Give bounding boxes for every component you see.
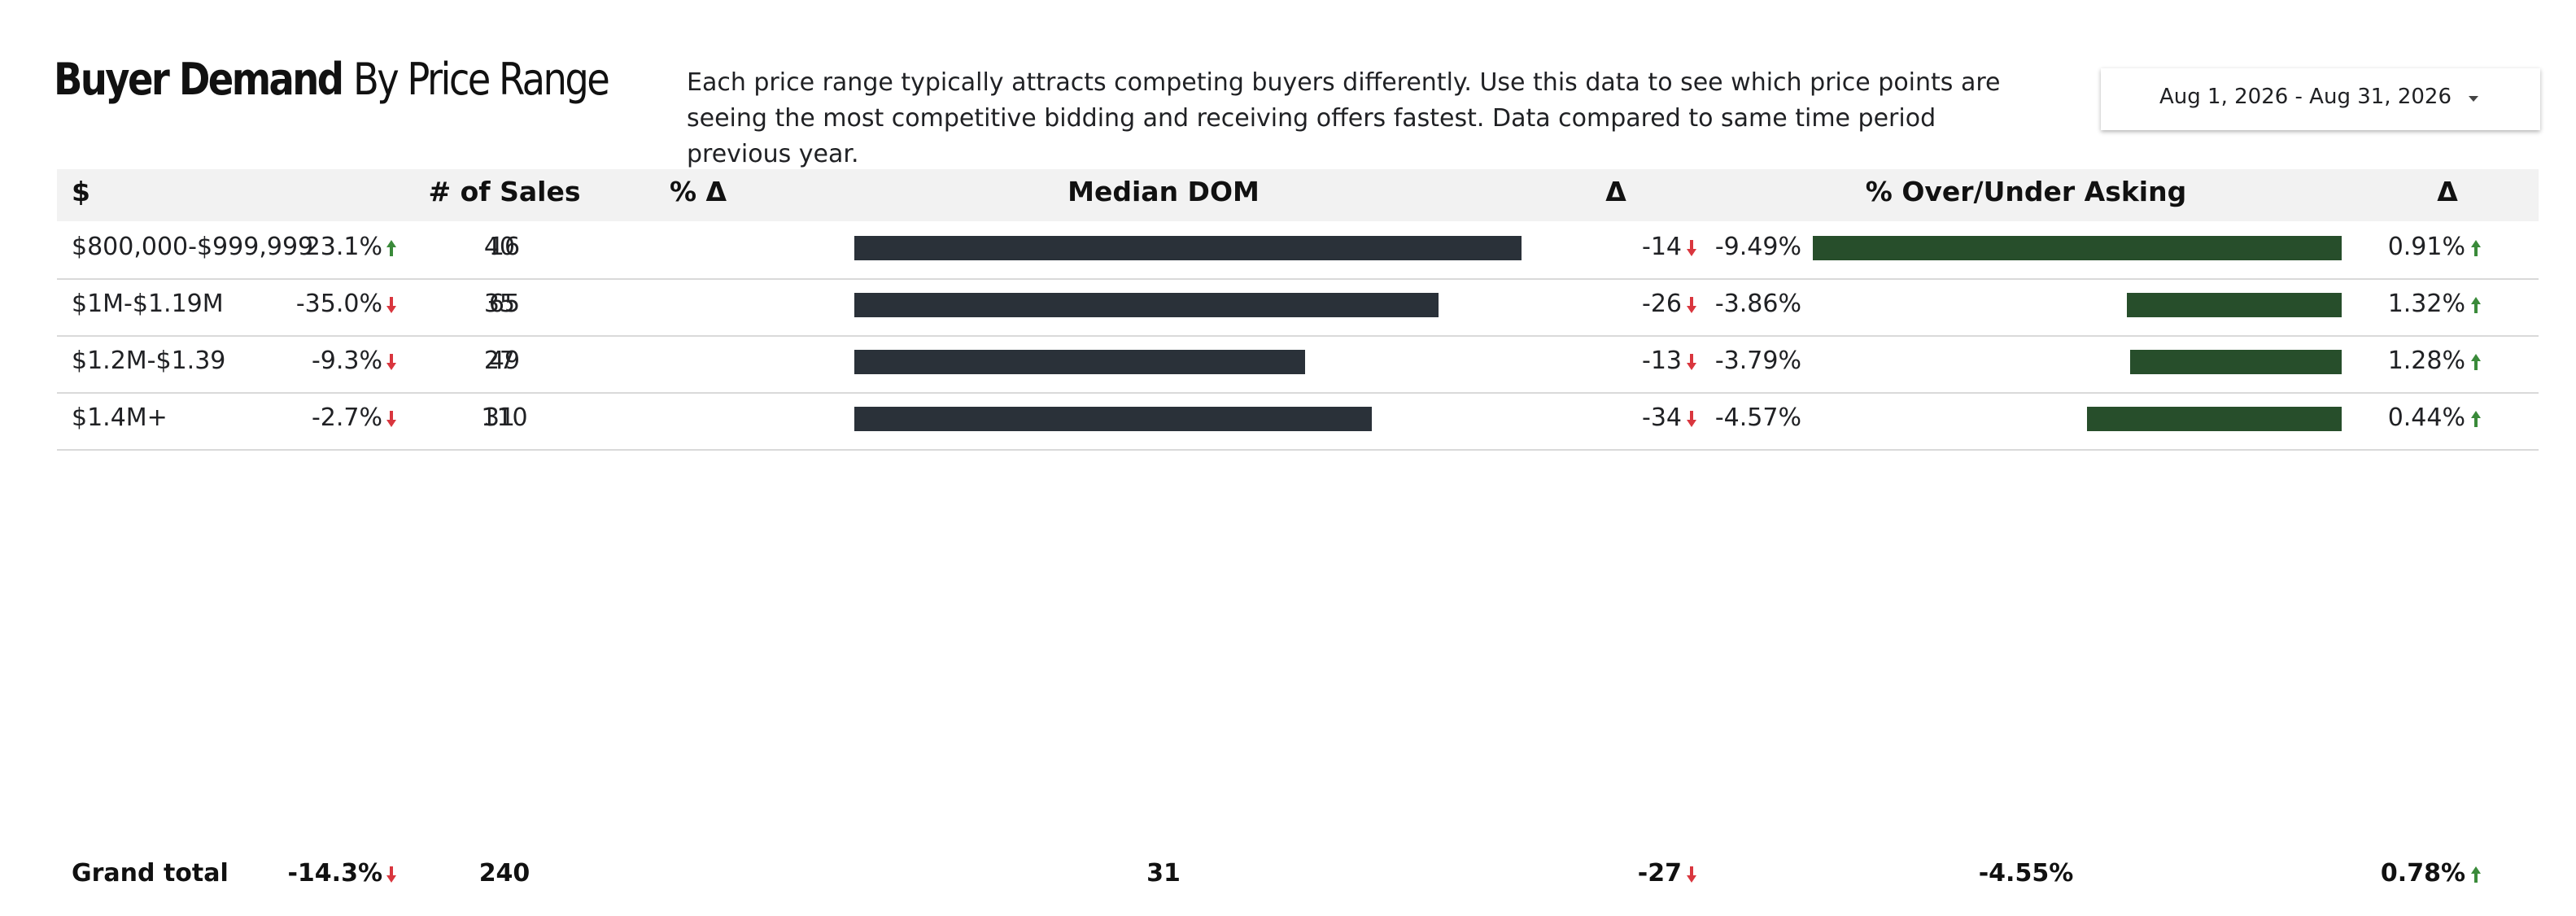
over-under-bar — [1813, 236, 2342, 260]
up-arrow-icon — [2470, 239, 2482, 257]
up-arrow-icon — [386, 239, 397, 257]
median-dom-value: 31 — [483, 403, 515, 432]
median-dom-value: 27 — [483, 347, 515, 375]
up-arrow-icon — [2470, 296, 2482, 314]
page-title-light: By Price Range — [353, 54, 610, 105]
dom-delta-cell: -14 — [1642, 233, 1682, 261]
price-range-cell: $1M-$1.19M — [72, 290, 224, 318]
down-arrow-icon — [1686, 353, 1697, 371]
table-row[interactable]: $1.4M+ 110 -2.7% 31 -34 -4.57% 0.44% — [57, 392, 2539, 451]
header-pct-delta[interactable]: % Δ — [669, 176, 727, 207]
sales-cell: 110 — [481, 403, 528, 432]
header-over-delta[interactable]: Δ — [2437, 176, 2458, 207]
pct-delta-cell: 23.1% — [304, 233, 382, 261]
price-range-cell: $1.4M+ — [72, 403, 168, 432]
date-range-picker[interactable]: Aug 1, 2026 - Aug 31, 2026 — [2101, 68, 2540, 130]
sales-cell: 65 — [488, 290, 521, 318]
header-sales[interactable]: # of Sales — [428, 176, 581, 207]
up-arrow-icon — [2470, 353, 2482, 371]
over-delta-cell: 0.44% — [2387, 403, 2465, 432]
pct-delta-cell: -9.3% — [311, 347, 382, 375]
dom-delta-cell: -13 — [1642, 347, 1682, 375]
down-arrow-icon — [1686, 296, 1697, 314]
header-price-range[interactable]: $ — [72, 176, 90, 207]
up-arrow-icon — [2470, 866, 2482, 883]
over-under-value: -3.79% — [1714, 347, 1801, 375]
median-dom-bar — [854, 407, 1372, 431]
price-range-cell: $1.2M-$1.39 — [72, 347, 226, 375]
grand-total-label: Grand total — [72, 859, 229, 888]
caret-down-icon[interactable] — [2469, 96, 2478, 102]
median-dom-bar — [854, 350, 1305, 374]
over-under-bar — [2087, 407, 2342, 431]
grand-total-dom: 31 — [1146, 859, 1181, 888]
page-title: Buyer Demand By Price Range — [54, 47, 610, 112]
over-under-value: -3.86% — [1714, 290, 1801, 318]
table-header: $ # of Sales % Δ Median DOM Δ % Over/Und… — [57, 169, 2539, 221]
down-arrow-icon — [1686, 866, 1697, 883]
over-delta-cell: 1.32% — [2387, 290, 2465, 318]
down-arrow-icon — [386, 296, 397, 314]
table-row[interactable]: $1M-$1.19M 65 -35.0% 35 -26 -3.86% 1.32% — [57, 278, 2539, 337]
over-under-value: -4.57% — [1714, 403, 1801, 432]
median-dom-bar — [854, 293, 1439, 317]
grand-total-over-delta: 0.78% — [2380, 859, 2465, 888]
table-row[interactable]: $800,000-$999,999 16 23.1% 40 -14 -9.49%… — [57, 221, 2539, 280]
down-arrow-icon — [1686, 239, 1697, 257]
table-row[interactable]: $1.2M-$1.39 49 -9.3% 27 -13 -3.79% 1.28% — [57, 335, 2539, 394]
down-arrow-icon — [386, 410, 397, 428]
header-over-under[interactable]: % Over/Under Asking — [1865, 176, 2187, 207]
over-under-value: -9.49% — [1714, 233, 1801, 261]
price-range-cell: $800,000-$999,999 — [72, 233, 314, 261]
down-arrow-icon — [1686, 410, 1697, 428]
dom-delta-cell: -34 — [1642, 403, 1682, 432]
over-under-bar — [2127, 293, 2342, 317]
over-delta-cell: 0.91% — [2387, 233, 2465, 261]
sales-cell: 16 — [488, 233, 521, 261]
pct-delta-cell: -2.7% — [311, 403, 382, 432]
page-title-bold: Buyer Demand — [54, 54, 344, 105]
over-under-bar — [2130, 350, 2342, 374]
up-arrow-icon — [2470, 410, 2482, 428]
grand-total-pct-delta: -14.3% — [287, 859, 382, 888]
page-description: Each price range typically attracts comp… — [687, 68, 2001, 168]
pct-delta-cell: -35.0% — [295, 290, 382, 318]
header-dom-delta[interactable]: Δ — [1605, 176, 1626, 207]
date-range-label: Aug 1, 2026 - Aug 31, 2026 — [2159, 85, 2452, 109]
grand-total-dom-delta: -27 — [1637, 859, 1682, 888]
header-median-dom[interactable]: Median DOM — [1068, 176, 1260, 207]
dom-delta-cell: -26 — [1642, 290, 1682, 318]
grand-total-over-under: -4.55% — [1978, 859, 2074, 888]
grand-total-sales: 240 — [478, 859, 530, 888]
grand-total-row: Grand total 240 -14.3% 31 -27 -4.55% 0.7… — [57, 856, 2539, 896]
down-arrow-icon — [386, 866, 397, 883]
median-dom-value: 40 — [483, 233, 515, 261]
down-arrow-icon — [386, 353, 397, 371]
median-dom-value: 35 — [483, 290, 515, 318]
over-delta-cell: 1.28% — [2387, 347, 2465, 375]
sales-cell: 49 — [488, 347, 521, 375]
median-dom-bar — [854, 236, 1522, 260]
